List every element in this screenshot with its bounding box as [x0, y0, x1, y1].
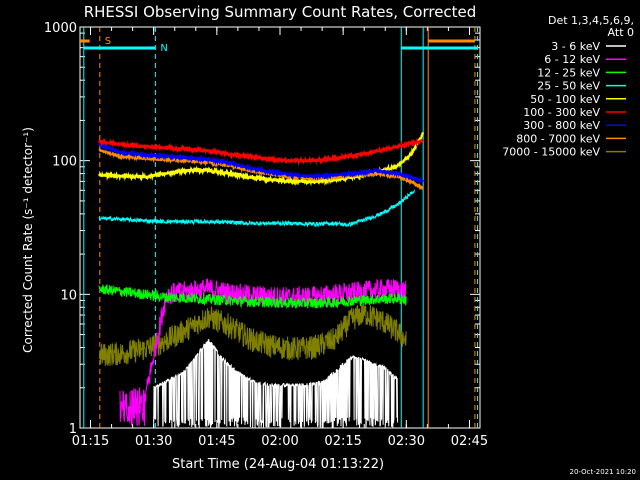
x-tick-label: 02:00 — [261, 434, 298, 449]
x-tick-label: 01:30 — [135, 434, 172, 449]
y-tick-label: 1000 — [44, 21, 77, 36]
legend-entry-label: 300 - 800 keV — [523, 119, 600, 132]
legend-entry-label: 7000 - 15000 keV — [502, 146, 600, 159]
x-axis-label: Start Time (24-Aug-04 01:13:22) — [172, 457, 384, 472]
x-tick-label: 02:30 — [388, 434, 425, 449]
chart-title: RHESSI Observing Summary Count Rates, Co… — [84, 3, 477, 21]
legend-entry-label: 800 - 7000 keV — [516, 132, 600, 145]
x-tick-label: 01:45 — [198, 434, 235, 449]
series-line-9 — [98, 302, 407, 367]
series-line-3 — [98, 284, 407, 310]
x-tick-label: 02:15 — [324, 434, 361, 449]
legend-entry-label: 12 - 25 keV — [537, 66, 600, 79]
series-line-1 — [153, 339, 399, 429]
legend-entry-label: 100 - 300 keV — [523, 106, 600, 119]
series-line-4 — [98, 189, 416, 228]
series-line-6 — [98, 138, 424, 166]
legend-header-line: Det 1,3,4,5,6,9, — [548, 14, 634, 27]
y-axis-label: Corrected Count Rate (s⁻¹ detector⁻¹) — [21, 127, 35, 353]
y-tick-label: 10 — [60, 288, 77, 303]
legend-header-line: Att 0 — [608, 26, 634, 39]
y-tick-label: 100 — [52, 155, 77, 170]
legend-entry-label: 6 - 12 keV — [544, 53, 600, 66]
plot-area: 01:15 01:30 01:45 02:00 02:15 02:30 02:45 1 10 10… — [44, 21, 488, 449]
plot-frame — [79, 26, 481, 429]
legend-entry-label: 25 - 50 keV — [537, 80, 600, 93]
legend-entry-label: 3 - 6 keV — [551, 40, 600, 53]
x-tick-label: 02:45 — [451, 434, 488, 449]
y-tick-label: 1 — [69, 422, 77, 437]
n-flag-label: N — [160, 43, 167, 54]
series-line-7 — [98, 140, 424, 184]
timestamp-label: 20-Oct-2021 10:20 — [570, 468, 636, 476]
x-tick-label: 01:15 — [72, 434, 109, 449]
legend-entry-label: 50 - 100 keV — [530, 93, 600, 106]
s-flag-label: S — [105, 36, 111, 47]
